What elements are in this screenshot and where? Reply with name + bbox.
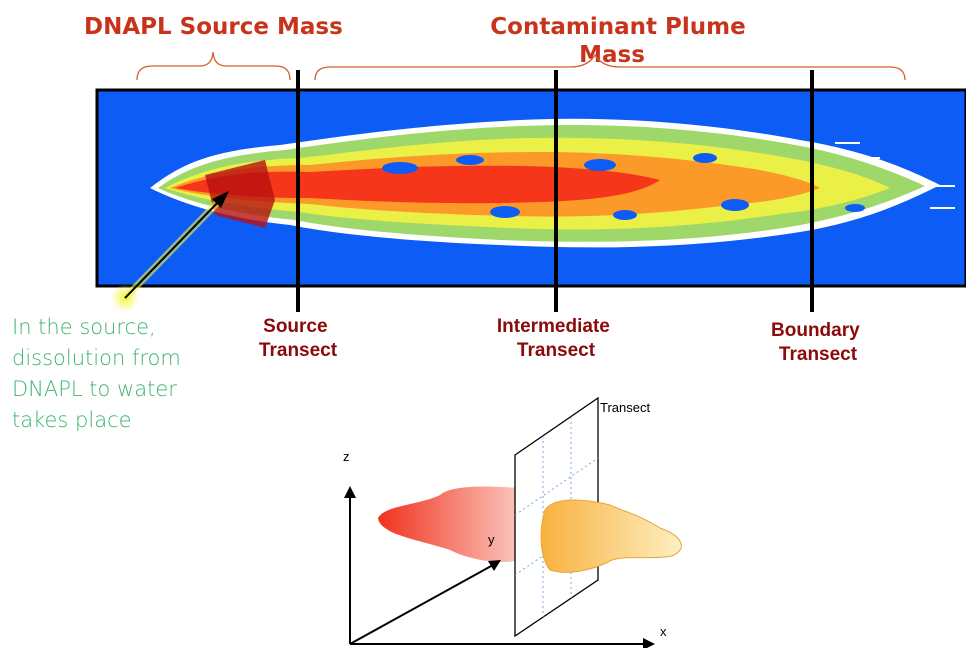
transect-label: Boundary Transect (771, 320, 865, 365)
downstream-plume (541, 500, 681, 572)
label-line: Source (263, 316, 327, 337)
note: In the source, dissolution from DNAPL to… (12, 315, 188, 432)
figure: DNAPL Source Mass Contaminant Plume Mass… (0, 0, 966, 648)
note-line: dissolution from (12, 346, 181, 370)
z-label: z (343, 449, 350, 464)
label-line: Transect (259, 340, 338, 361)
title-line: Contaminant Plume (490, 14, 745, 40)
note-line: In the source, (12, 315, 156, 339)
label-line: Boundary (771, 320, 860, 341)
y-label: y (488, 532, 495, 547)
source-mass-title: DNAPL Source Mass (84, 14, 343, 40)
upstream-plume (378, 486, 520, 561)
plume-mass-title: Contaminant Plume Mass (490, 14, 753, 68)
title-line: Mass (579, 42, 645, 68)
transect-label: Source Transect (259, 316, 338, 361)
note-line: DNAPL to water (12, 377, 177, 401)
note-line: takes place (12, 408, 132, 432)
x-label: x (660, 624, 667, 639)
transect-label: Intermediate Transect (497, 316, 615, 361)
transect-caption: Transect (600, 400, 650, 415)
label-line: Intermediate (497, 316, 610, 337)
label-line: Transect (517, 340, 596, 361)
label-line: Transect (779, 344, 858, 365)
source-brace (137, 52, 290, 80)
